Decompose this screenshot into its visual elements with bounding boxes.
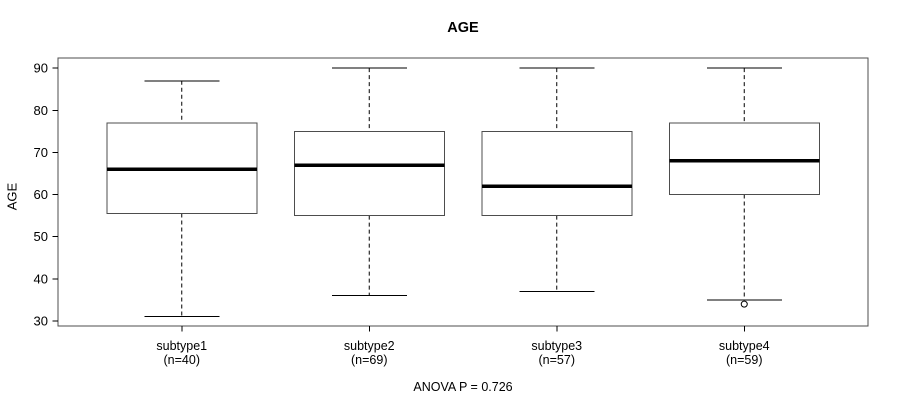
boxplot-subtype2: subtype2(n=69) <box>293 67 445 367</box>
y-tick-label: 50 <box>34 229 48 244</box>
y-tick-label: 90 <box>34 61 48 76</box>
y-tick-label: 40 <box>34 271 48 286</box>
x-category-sublabel: (n=40) <box>164 353 200 367</box>
x-category-label: subtype3 <box>531 339 582 353</box>
chart-title: AGE <box>447 20 479 36</box>
x-category-label: subtype4 <box>719 339 770 353</box>
x-category-sublabel: (n=57) <box>539 353 575 367</box>
x-category-sublabel: (n=69) <box>351 353 387 367</box>
anova-p-annotation: ANOVA P = 0.726 <box>413 380 513 394</box>
outlier-point <box>740 300 748 308</box>
x-category-label: subtype1 <box>156 339 207 353</box>
boxplot-subtype3: subtype3(n=57) <box>481 67 633 367</box>
x-category-label: subtype2 <box>344 339 395 353</box>
y-tick-label: 30 <box>34 313 48 328</box>
plot-border <box>57 57 869 327</box>
iqr-box <box>668 122 820 196</box>
x-category-sublabel: (n=59) <box>726 353 762 367</box>
iqr-box <box>293 130 445 217</box>
boxplot-subtype1: subtype1(n=40) <box>106 80 258 367</box>
boxplot-subtype4: subtype4(n=59) <box>668 67 820 367</box>
iqr-box <box>481 130 633 217</box>
y-tick-label: 60 <box>34 187 48 202</box>
y-axis: 30 40 50 60 70 80 90 <box>34 61 58 328</box>
y-tick-label: 70 <box>34 145 48 160</box>
y-tick-label: 80 <box>34 103 48 118</box>
